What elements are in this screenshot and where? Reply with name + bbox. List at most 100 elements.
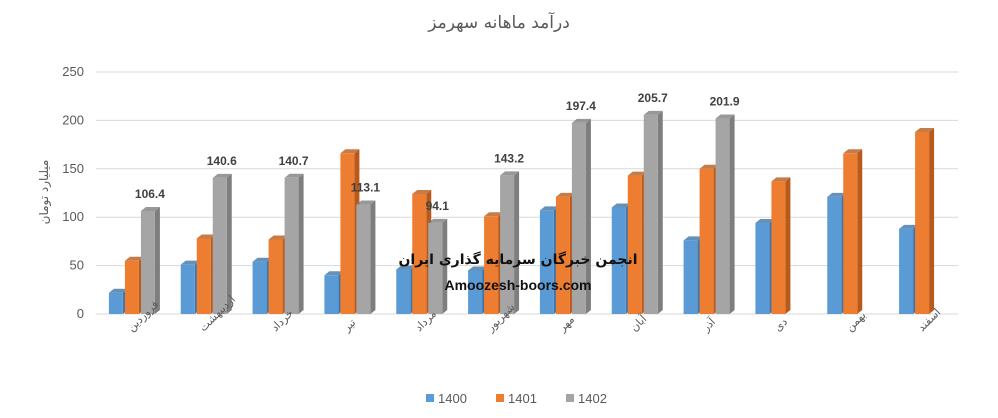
legend-label-1400: 1400 bbox=[438, 391, 467, 406]
y-tick-label: 0 bbox=[77, 306, 84, 321]
data-label: 140.6 bbox=[207, 154, 237, 168]
data-label: 140.7 bbox=[279, 154, 309, 168]
bar-front bbox=[468, 270, 483, 314]
bar-top bbox=[715, 114, 735, 119]
data-label: 205.7 bbox=[638, 91, 668, 105]
y-axis-ticks: 0 50 100 150 200 250 bbox=[62, 64, 84, 321]
bar-top bbox=[699, 164, 719, 169]
bar-front bbox=[108, 292, 123, 314]
bar-1402 bbox=[212, 173, 232, 314]
bar-front bbox=[396, 269, 411, 314]
watermark-line-2: Amoozesh-boors.com bbox=[444, 277, 591, 293]
legend-swatch-1400 bbox=[426, 394, 434, 402]
legend-swatch-1401 bbox=[496, 394, 504, 402]
bar-front bbox=[571, 122, 586, 314]
bar-1402 bbox=[500, 171, 520, 314]
bar-side bbox=[442, 218, 448, 314]
bar-front bbox=[428, 222, 443, 314]
bar-side bbox=[154, 207, 160, 314]
bar-top bbox=[611, 203, 631, 208]
y-tick-label: 150 bbox=[62, 161, 84, 176]
bar-side bbox=[514, 171, 520, 314]
bar-top bbox=[827, 192, 847, 197]
y-tick-label: 250 bbox=[62, 64, 84, 79]
bar-1402 bbox=[284, 173, 304, 314]
y-tick-label: 100 bbox=[62, 209, 84, 224]
bar-top bbox=[843, 149, 863, 154]
y-tick-label: 200 bbox=[62, 112, 84, 127]
bar-side bbox=[370, 200, 376, 314]
bar-front bbox=[180, 264, 195, 314]
bar-1401 bbox=[843, 149, 863, 314]
bar-top bbox=[252, 257, 272, 262]
bar-1402 bbox=[140, 207, 160, 314]
bar-front bbox=[699, 168, 714, 314]
bar-front bbox=[140, 211, 155, 314]
bar-top bbox=[324, 271, 344, 276]
bar-top bbox=[180, 260, 200, 265]
bar-front bbox=[212, 177, 227, 314]
bar-front bbox=[268, 239, 283, 314]
bar-side bbox=[226, 173, 232, 314]
bar-front bbox=[715, 118, 730, 315]
bar-front bbox=[843, 153, 858, 314]
bar-top bbox=[571, 118, 591, 123]
bar-top bbox=[108, 288, 128, 293]
bar-top bbox=[356, 200, 376, 205]
bar-side bbox=[585, 118, 591, 314]
bar-top bbox=[412, 189, 432, 194]
data-label: 94.1 bbox=[426, 199, 450, 213]
bar-front bbox=[340, 153, 355, 314]
bar-front bbox=[643, 114, 658, 314]
data-label: 106.4 bbox=[135, 187, 165, 201]
bar-1401 bbox=[915, 128, 935, 314]
x-category-label: آذر bbox=[698, 314, 719, 335]
bar-top bbox=[284, 173, 304, 178]
legend-label-1401: 1401 bbox=[508, 391, 537, 406]
bar-top bbox=[124, 256, 144, 261]
bar-top bbox=[428, 218, 448, 223]
bar-top bbox=[212, 173, 232, 178]
bar-front bbox=[284, 177, 299, 314]
x-category-label: آبان bbox=[627, 311, 650, 334]
bar-front bbox=[412, 193, 427, 314]
y-axis-title: میلیارد تومان bbox=[37, 160, 52, 225]
bar-top bbox=[396, 265, 416, 270]
bar-top bbox=[340, 149, 360, 154]
bar-top bbox=[683, 236, 703, 241]
bar-top bbox=[539, 206, 559, 211]
bar-top bbox=[484, 212, 504, 217]
bar-side bbox=[929, 128, 935, 314]
legend-label-1402: 1402 bbox=[578, 391, 607, 406]
bar-side bbox=[657, 110, 663, 314]
chart-title: درآمد ماهانه سهرمز bbox=[427, 11, 570, 33]
legend: 1400 1401 1402 bbox=[426, 391, 607, 406]
bar-side bbox=[298, 173, 304, 314]
watermark-line-1: انجمن خبرگان سرمایه گذاری ایران bbox=[398, 251, 637, 268]
x-category-label: مهر bbox=[555, 313, 577, 335]
bar-front bbox=[915, 132, 930, 314]
bar-front bbox=[771, 181, 786, 314]
data-label: 143.2 bbox=[494, 151, 524, 165]
bar-front bbox=[899, 228, 914, 314]
bar-front bbox=[252, 261, 267, 314]
data-labels: 106.4 140.6 140.7 113.1 94.1 143.2 197.4 205.7 2… bbox=[135, 91, 740, 213]
gridlines bbox=[96, 71, 958, 315]
bar-1402 bbox=[356, 200, 376, 314]
bar-front bbox=[324, 275, 339, 314]
bar-1402 bbox=[643, 110, 663, 314]
bar-front bbox=[755, 223, 770, 314]
bar-top bbox=[555, 192, 575, 197]
watermark: انجمن خبرگان سرمایه گذاری ایران Amoozesh… bbox=[398, 251, 637, 293]
bar-front bbox=[555, 196, 570, 314]
data-label: 201.9 bbox=[710, 95, 740, 109]
legend-swatch-1402 bbox=[566, 394, 574, 402]
bar-front bbox=[627, 175, 642, 314]
bar-front bbox=[196, 238, 211, 314]
bar-top bbox=[468, 266, 488, 271]
bar-1401 bbox=[771, 177, 791, 314]
bar-front bbox=[539, 210, 554, 314]
data-label: 197.4 bbox=[566, 99, 596, 113]
bar-front bbox=[683, 240, 698, 314]
